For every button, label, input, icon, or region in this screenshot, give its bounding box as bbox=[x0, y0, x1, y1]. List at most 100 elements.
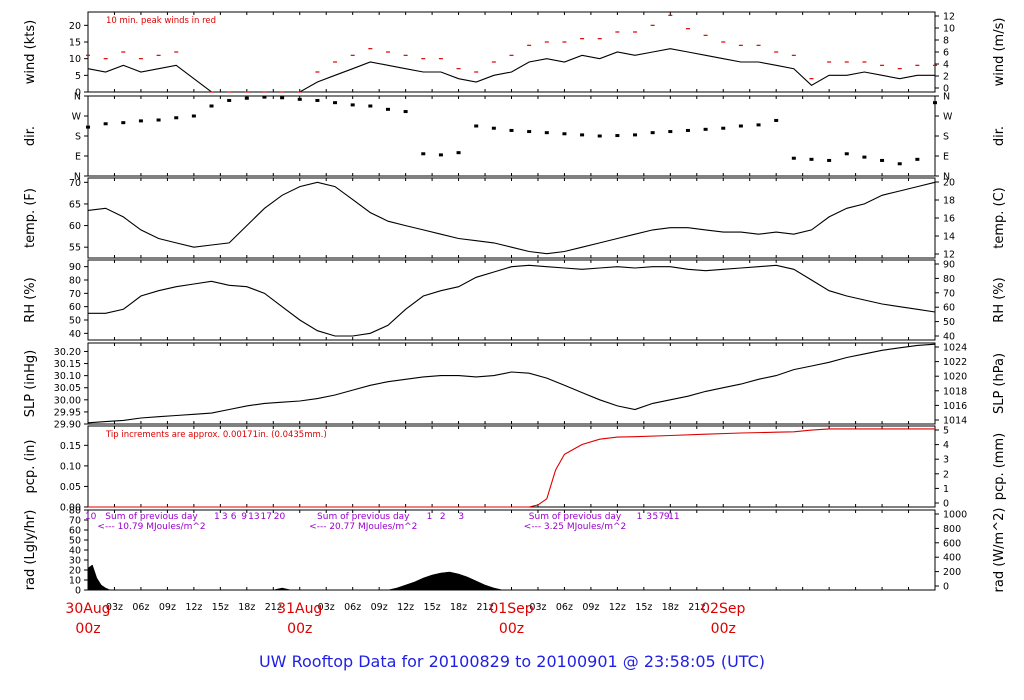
y-tick-label-right: 600 bbox=[943, 538, 961, 549]
y-tick-label-right: 14 bbox=[943, 232, 955, 243]
panel-annotation: 10 min. peak winds in red bbox=[106, 16, 216, 26]
y-tick-label: 15 bbox=[69, 38, 81, 49]
rad-day-total-label: Sum of previous day bbox=[317, 512, 410, 522]
direction-point bbox=[315, 98, 320, 102]
direction-point bbox=[209, 104, 214, 108]
y-tick-label-right: 4 bbox=[943, 440, 949, 451]
series-line bbox=[87, 181, 936, 255]
y-tick-label-right: 5 bbox=[943, 426, 949, 437]
direction-point bbox=[121, 121, 126, 125]
y-tick-label: E bbox=[75, 152, 81, 163]
direction-point bbox=[474, 124, 479, 128]
series-line bbox=[88, 428, 935, 508]
y-tick-label-right: E bbox=[943, 152, 949, 163]
rad-day-total-value: <--- 10.79 MJoules/m^2 bbox=[97, 522, 205, 532]
x-hour-label: 18z bbox=[450, 602, 467, 613]
x-hour-label: 03z bbox=[318, 602, 335, 613]
radiation-area bbox=[87, 564, 724, 591]
direction-point bbox=[615, 134, 620, 138]
x-day-time-label: 00z bbox=[499, 621, 524, 637]
direction-point bbox=[897, 162, 902, 166]
rad-hour-label: 7 bbox=[659, 512, 665, 522]
direction-point bbox=[368, 104, 373, 108]
y-tick-label: 65 bbox=[69, 199, 81, 210]
y-tick-label: 50 bbox=[69, 536, 81, 547]
y-tick-label-right: 200 bbox=[943, 567, 961, 578]
rad-hour-label: 3 bbox=[646, 512, 652, 522]
y-axis-label: wind (kts) bbox=[23, 20, 38, 84]
y-tick-label-right: 16 bbox=[943, 214, 955, 225]
direction-point bbox=[244, 96, 249, 100]
y-axis-label-right: pcp. (mm) bbox=[992, 433, 1007, 500]
y-tick-label: N bbox=[74, 172, 81, 183]
direction-point bbox=[333, 101, 338, 105]
x-day-label: 02Sep bbox=[701, 601, 745, 617]
y-tick-label: 90 bbox=[69, 262, 81, 273]
direction-point bbox=[580, 133, 585, 137]
y-tick-label: 30.05 bbox=[54, 383, 81, 394]
y-tick-label: 0 bbox=[75, 586, 81, 597]
rad-hour-label: 13 bbox=[248, 512, 259, 522]
direction-point bbox=[262, 95, 267, 99]
rad-hour-label: 1 bbox=[214, 512, 220, 522]
y-tick-label: 60 bbox=[69, 302, 81, 313]
x-day-time-label: 00z bbox=[711, 621, 736, 637]
direction-point bbox=[527, 130, 532, 134]
rad-hour-label: 11 bbox=[668, 512, 679, 522]
y-tick-label-right: 800 bbox=[943, 524, 961, 535]
y-tick-label-right: 18 bbox=[943, 196, 955, 207]
sustained-line bbox=[87, 48, 935, 93]
y-tick-label: 10 bbox=[69, 54, 81, 65]
direction-point bbox=[933, 101, 937, 105]
direction-point bbox=[880, 158, 885, 162]
y-tick-label-right: 6 bbox=[943, 48, 949, 59]
y-tick-label-right: 12 bbox=[943, 12, 955, 23]
panel-frame bbox=[87, 259, 936, 341]
y-tick-label-right: 1 bbox=[943, 484, 949, 495]
y-tick-label: 30 bbox=[69, 556, 81, 567]
direction-point bbox=[156, 118, 161, 122]
x-hour-label: 15z bbox=[635, 602, 652, 613]
y-tick-label: 29.95 bbox=[54, 407, 81, 418]
x-hour-label: 03z bbox=[106, 602, 123, 613]
x-day-label: 31Aug bbox=[277, 601, 322, 617]
y-tick-label-right: 4 bbox=[943, 60, 949, 71]
y-tick-label: 40 bbox=[69, 546, 81, 557]
y-axis-label-right: rad (W/m^2) bbox=[992, 508, 1007, 593]
direction-point bbox=[191, 114, 196, 118]
rad-hour-label: 9 bbox=[664, 512, 670, 522]
y-tick-label: S bbox=[75, 132, 81, 143]
x-hour-label: 12z bbox=[609, 602, 626, 613]
y-tick-label: 10 bbox=[69, 576, 81, 587]
y-tick-label-right: 80 bbox=[943, 274, 955, 285]
y-tick-label-right: 1018 bbox=[943, 386, 967, 397]
rad-hour-label: 5 bbox=[652, 512, 658, 522]
y-axis-label: temp. (F) bbox=[23, 188, 38, 248]
rad-hour-label: 17 bbox=[260, 512, 271, 522]
y-tick-label-right: 1014 bbox=[943, 416, 967, 427]
direction-point bbox=[650, 131, 655, 135]
x-hour-label: 18z bbox=[238, 602, 255, 613]
y-tick-label: 50 bbox=[69, 316, 81, 327]
direction-point bbox=[738, 124, 743, 128]
x-day-time-label: 00z bbox=[287, 621, 312, 637]
y-axis-label: rad (Lgly/hr) bbox=[23, 510, 38, 591]
rad-hour-label: 10 bbox=[85, 512, 97, 522]
y-axis-label-right: temp. (C) bbox=[992, 187, 1007, 249]
rad-hour-label: 2 bbox=[440, 512, 446, 522]
direction-point bbox=[509, 128, 514, 132]
direction-point bbox=[844, 152, 849, 156]
y-axis-label: SLP (inHg) bbox=[23, 350, 38, 418]
panel-annotation: Tip increments are approx. 0.00171in. (0… bbox=[105, 430, 327, 440]
panel-3: 40 50 60 70 80 90 40 50 60 70 80 90 RH (%) RH (%) bbox=[23, 259, 1007, 343]
rad-hour-label: 3 bbox=[222, 512, 228, 522]
rad-day-total-value: <--- 3.25 MJoules/m^2 bbox=[524, 522, 626, 532]
y-tick-label-right: 2 bbox=[943, 469, 949, 480]
panel-5: 0.00 0.05 0.10 0.15 0 1 2 3 4 5 pcp. (in) pcp. (mm)… bbox=[23, 425, 1007, 514]
y-tick-label-right: N bbox=[943, 92, 950, 103]
y-tick-label-right: 12 bbox=[943, 250, 955, 261]
y-axis-label-right: SLP (hPa) bbox=[992, 353, 1007, 414]
y-tick-label-right: 0 bbox=[943, 582, 949, 593]
direction-point bbox=[456, 151, 461, 155]
x-day-time-label: 00z bbox=[75, 621, 100, 637]
